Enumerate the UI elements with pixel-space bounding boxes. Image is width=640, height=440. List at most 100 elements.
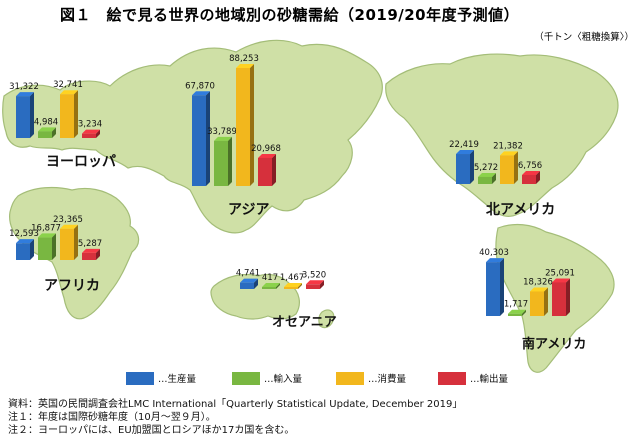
value-label-5-1: 1,717 xyxy=(504,300,528,310)
bar-top xyxy=(82,248,100,253)
bar-top xyxy=(236,64,254,68)
region-label-5: 南アメリカ xyxy=(522,336,586,352)
bar-side xyxy=(228,136,232,186)
bar-1-3 xyxy=(258,157,272,186)
value-label-2-0: 12,593 xyxy=(9,229,39,239)
value-label-0-2: 32,741 xyxy=(53,80,83,90)
bar-5-1 xyxy=(508,313,522,316)
bar-side xyxy=(250,64,254,186)
bar-5-2 xyxy=(530,291,544,316)
bar-4-3 xyxy=(522,174,536,184)
bar-2-0 xyxy=(16,243,30,260)
bar-1-0 xyxy=(192,95,206,186)
bar-3-1 xyxy=(262,287,276,289)
bar-4-1 xyxy=(478,176,492,184)
region-label-3: オセアニア xyxy=(272,315,337,330)
legend: …生産量 …輸入量 …消費量 …輸出量 xyxy=(126,372,509,385)
legend-label-2: …消費量 xyxy=(368,373,407,385)
value-label-4-2: 21,382 xyxy=(493,141,523,151)
bar-4-0 xyxy=(456,154,470,184)
bar-0-3 xyxy=(82,133,96,138)
legend-swatch-2 xyxy=(336,372,364,385)
bar-0-0 xyxy=(16,96,30,138)
bar-0-2 xyxy=(60,94,74,138)
bar-side xyxy=(96,129,100,138)
bar-side xyxy=(492,172,496,184)
value-label-1-0: 67,870 xyxy=(185,81,215,91)
value-label-0-1: 4,984 xyxy=(34,117,58,127)
bar-top xyxy=(16,239,34,244)
value-label-3-2: 1,467 xyxy=(280,273,304,283)
region-label-4: 北アメリカ xyxy=(486,202,555,218)
legend-swatch-0 xyxy=(126,372,154,385)
bar-side xyxy=(74,224,78,260)
bar-top xyxy=(530,287,548,292)
bar-top xyxy=(16,92,34,97)
bar-side xyxy=(272,153,276,186)
bar-3-0 xyxy=(240,282,254,289)
value-label-0-0: 31,322 xyxy=(9,82,39,92)
land-new-zealand xyxy=(318,309,335,329)
bar-top xyxy=(552,278,570,283)
bar-side xyxy=(566,278,570,316)
bar-3-3 xyxy=(306,284,320,289)
bar-0-1 xyxy=(38,131,52,138)
value-label-2-2: 23,365 xyxy=(53,215,83,225)
bar-side xyxy=(74,90,78,138)
value-label-2-1: 16,877 xyxy=(31,223,61,233)
value-label-3-3: 3,520 xyxy=(302,270,326,280)
value-label-4-3: 6,756 xyxy=(518,161,542,171)
bar-top xyxy=(240,278,258,283)
bar-top xyxy=(258,153,276,158)
bar-top xyxy=(38,233,56,238)
bar-top xyxy=(38,127,56,132)
bar-side xyxy=(30,239,34,260)
bar-top xyxy=(82,129,100,134)
legend-label-1: …輸入量 xyxy=(264,373,303,385)
bar-top xyxy=(60,224,78,229)
bar-side xyxy=(52,233,56,260)
bar-5-3 xyxy=(552,282,566,316)
bar-4-2 xyxy=(500,155,514,184)
bar-side xyxy=(320,280,324,289)
bar-top xyxy=(508,309,526,314)
legend-label-0: …生産量 xyxy=(158,373,197,385)
value-label-1-3: 20,968 xyxy=(251,144,281,154)
bar-top xyxy=(192,91,210,96)
footnotes: 資料：英国の民間調査会社LMC International「Quarterly … xyxy=(8,398,636,437)
land-north-america xyxy=(385,53,619,218)
value-label-3-0: 4,741 xyxy=(236,269,260,279)
bar-side xyxy=(206,91,210,186)
bar-layer: 31,322 4,984 32,741 3,234 67,870 33,789 88,253… xyxy=(9,54,575,316)
region-bars-0: 31,322 4,984 32,741 3,234 xyxy=(9,80,102,138)
value-label-0-3: 3,234 xyxy=(78,120,102,130)
note-1: 注１：年度は国際砂糖年度（10月～翌９月）。 xyxy=(8,412,216,423)
bar-2-2 xyxy=(60,228,74,260)
bar-top xyxy=(456,150,474,155)
legend-label-3: …輸出量 xyxy=(470,373,509,385)
bar-side xyxy=(470,150,474,184)
value-label-4-1: 5,272 xyxy=(474,163,498,173)
bar-side xyxy=(96,248,100,260)
bar-side xyxy=(544,287,548,316)
bar-top xyxy=(522,170,540,175)
note-2: 注２：ヨーロッパには、EU加盟国とロシアほか17カ国を含む。 xyxy=(8,425,295,436)
source-note: 資料：英国の民間調査会社LMC International「Quarterly … xyxy=(8,399,463,410)
value-label-5-2: 18,326 xyxy=(523,277,553,287)
region-label-2: アフリカ xyxy=(44,278,100,294)
unit-label: （千トン〈粗糖換算〉） xyxy=(534,31,634,43)
bar-top xyxy=(60,90,78,95)
value-label-5-0: 40,303 xyxy=(479,248,509,258)
bar-top xyxy=(214,136,232,141)
bar-5-0 xyxy=(486,262,500,316)
region-bars-1: 67,870 33,789 88,253 20,968 xyxy=(185,54,281,186)
value-label-5-3: 25,091 xyxy=(545,268,575,278)
value-label-1-2: 88,253 xyxy=(229,54,259,64)
region-label-0: ヨーロッパ xyxy=(46,154,116,170)
bar-side xyxy=(522,309,526,316)
bar-side xyxy=(30,92,34,138)
region-label-1: アジア xyxy=(228,202,269,218)
